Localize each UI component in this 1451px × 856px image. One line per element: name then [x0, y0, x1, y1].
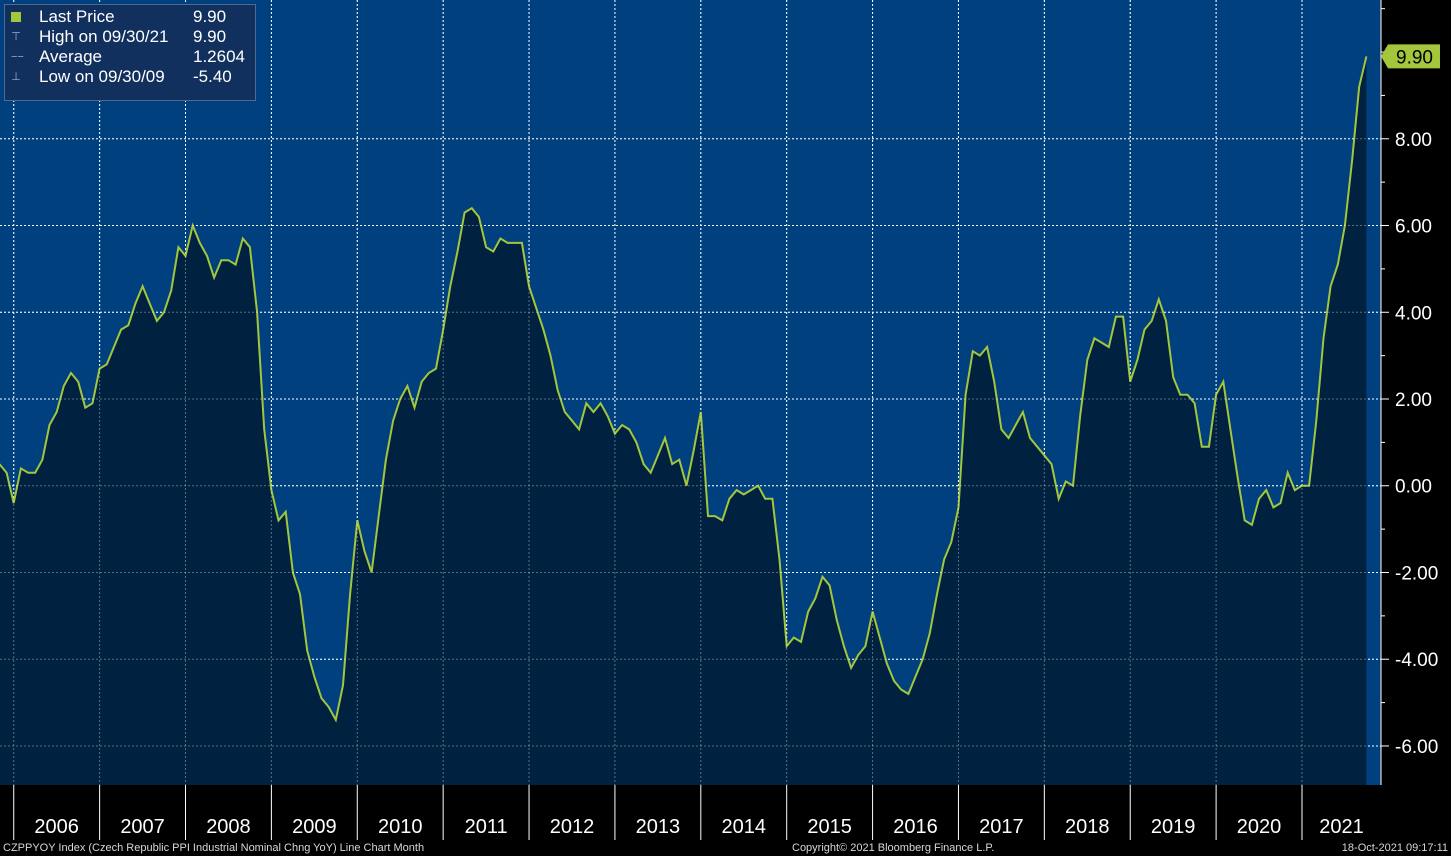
- year-label: 2008: [206, 816, 251, 838]
- y-tick-label: 6.00: [1395, 217, 1432, 238]
- year-label: 2011: [465, 816, 508, 838]
- high-marker-icon: ⊤: [11, 31, 21, 43]
- year-label: 2019: [1151, 816, 1196, 838]
- series-area: [0, 56, 1367, 785]
- year-label: 2021: [1319, 816, 1364, 838]
- year-axis-panel: [0, 785, 1451, 840]
- legend-value: -5.40: [193, 67, 232, 86]
- footer-copyright: Copyright© 2021 Bloomberg Finance L.P.: [792, 842, 995, 854]
- year-label: 2010: [378, 816, 423, 838]
- x-axis: 2006 2007 2008 2009 2010 2011 2012 2013 2014 2015…: [13, 785, 1364, 840]
- footer-timestamp: 18-Oct-2021 09:17:11: [1341, 842, 1448, 854]
- year-label: 2006: [34, 816, 79, 838]
- last-price-tag-bg: [1381, 44, 1440, 69]
- y-tick-label: 4.00: [1395, 303, 1432, 324]
- legend-label: Low on 09/30/09: [39, 67, 165, 86]
- legend-label: Last Price: [39, 7, 115, 26]
- axis-panel: [1381, 0, 1451, 785]
- y-tick-label: 2.00: [1395, 390, 1432, 411]
- year-label: 2007: [120, 816, 165, 838]
- legend-label: High on 09/30/21: [39, 27, 169, 46]
- year-label: 2017: [979, 816, 1024, 838]
- legend-value: 1.2604: [193, 47, 245, 66]
- average-marker-icon: −−: [11, 51, 24, 63]
- year-label: 2015: [807, 816, 852, 838]
- year-label: 2009: [292, 816, 337, 838]
- grid-overlay: [0, 0, 1381, 785]
- footer-source: CZPPYOY Index (Czech Republic PPI Indust…: [3, 842, 425, 854]
- year-label: 2012: [550, 816, 595, 838]
- low-marker-icon: ⊥: [11, 71, 21, 83]
- y-axis: 8.00 6.00 4.00 2.00 0.00 -2.00 -4.00 -6.00: [1381, 8, 1438, 758]
- green-square-icon: [11, 10, 21, 24]
- y-tick-label: -2.00: [1395, 563, 1438, 584]
- year-label: 2018: [1065, 816, 1110, 838]
- year-label: 2014: [721, 816, 766, 838]
- year-label: 2016: [893, 816, 938, 838]
- legend-label: Average: [39, 47, 103, 66]
- year-label: 2013: [636, 816, 681, 838]
- last-price-tag-label: 9.90: [1396, 47, 1433, 68]
- last-price-tag: 9.90: [1381, 44, 1440, 69]
- series-line: [0, 56, 1368, 723]
- y-tick-label: 0.00: [1395, 477, 1432, 498]
- legend-value: 9.90: [193, 27, 227, 46]
- y-tick-label: 8.00: [1395, 130, 1432, 151]
- year-label: 2020: [1237, 816, 1282, 838]
- legend-value: 9.90: [193, 7, 227, 26]
- y-tick-label: -6.00: [1395, 737, 1438, 758]
- y-tick-label: -4.00: [1395, 650, 1438, 671]
- legend-box: Last Price 9.90 ⊤ High on 09/30/21 9.90 …: [4, 4, 256, 101]
